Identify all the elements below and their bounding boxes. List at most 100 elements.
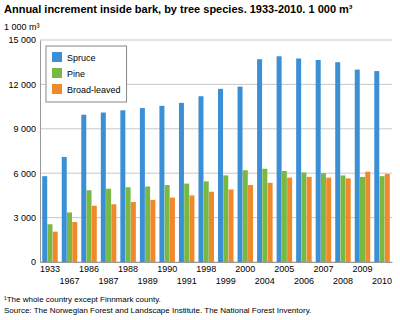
y-tick-label: 3 000	[13, 213, 36, 223]
x-axis-line	[41, 262, 393, 263]
x-tick-label: 2008	[333, 276, 353, 286]
bars	[42, 56, 390, 262]
bar	[42, 176, 47, 262]
bar	[204, 181, 209, 262]
footnote: ¹The whole country except Finnmark count…	[4, 295, 161, 304]
bar	[111, 204, 116, 262]
bar	[268, 183, 273, 262]
y-tick: 3 000	[13, 213, 40, 223]
bar	[316, 60, 321, 262]
legend-box	[46, 46, 127, 102]
bar	[335, 62, 340, 262]
bar	[145, 187, 150, 262]
bar	[287, 178, 292, 262]
y-tick-label: 0	[31, 257, 36, 267]
y-axis: 0 3 000 6 000 9 000 12 000 15 000	[8, 35, 40, 267]
legend-swatch	[52, 68, 62, 78]
x-tick: 1998	[196, 262, 216, 274]
bar	[92, 206, 97, 262]
x-tick-label: 2010	[372, 276, 392, 286]
bar	[179, 103, 184, 262]
x-tick: 2006	[294, 262, 314, 286]
footnote: Source: The Norwegian Forest and Landsca…	[4, 306, 311, 315]
bar	[159, 106, 164, 262]
y-tick-label: 15 000	[8, 35, 36, 45]
bar	[87, 190, 92, 262]
x-tick: 1991	[177, 262, 197, 286]
bar	[223, 175, 228, 262]
x-tick-label: 1990	[157, 264, 177, 274]
bar	[170, 198, 175, 262]
x-tick-label: 1967	[59, 276, 79, 286]
x-tick-label: 2009	[352, 264, 372, 274]
bar	[106, 189, 111, 262]
legend-label: Broad-leaved	[67, 85, 121, 95]
chart: Annual increment inside bark, by tree sp…	[0, 0, 400, 320]
x-tick-label: 2000	[235, 264, 255, 274]
x-tick: 1967	[59, 262, 79, 286]
x-tick: 1987	[99, 262, 119, 286]
bar	[238, 87, 243, 262]
bar	[321, 173, 326, 262]
x-axis: 1933196719861987198819891990199119981999…	[40, 262, 393, 286]
bar	[209, 192, 214, 262]
y-tick: 6 000	[13, 169, 40, 179]
x-tick: 2009	[352, 262, 372, 274]
x-tick: 1986	[79, 262, 99, 274]
x-tick: 1990	[157, 262, 177, 274]
bar	[184, 184, 189, 262]
bar	[229, 189, 234, 262]
x-tick: 2008	[333, 262, 353, 286]
plot: 0 3 000 6 000 9 000 12 000 15 000 1933 19671986…	[8, 35, 392, 286]
bar	[140, 108, 145, 262]
title: Annual increment inside bark, by tree sp…	[4, 3, 353, 15]
x-tick-label: 2007	[313, 264, 333, 274]
x-tick-label: 1987	[99, 276, 119, 286]
bar	[189, 195, 194, 262]
y-axis-line	[40, 41, 41, 263]
x-tick-label: 1986	[79, 264, 99, 274]
x-tick: 1988	[118, 262, 138, 274]
bar	[67, 212, 72, 262]
x-tick-label: 1933	[40, 264, 60, 274]
bar	[257, 59, 262, 262]
bar	[47, 224, 52, 262]
x-tick: 2005	[274, 262, 294, 274]
bar	[72, 222, 77, 262]
x-tick: 2010	[372, 262, 392, 286]
x-tick: 2007	[313, 262, 333, 274]
x-tick: 1933	[40, 262, 60, 274]
x-tick-label: 1998	[196, 264, 216, 274]
bar	[326, 178, 331, 262]
legend-swatch	[52, 52, 62, 62]
bar	[218, 89, 223, 262]
bar	[81, 115, 86, 262]
y-tick-label: 9 000	[13, 124, 36, 134]
bar	[385, 174, 390, 262]
grid-line	[40, 40, 392, 41]
bar	[374, 71, 379, 262]
y-tick-label: 6 000	[13, 169, 36, 179]
legend-swatch	[52, 84, 62, 94]
y-tick: 12 000	[8, 80, 40, 90]
bar	[301, 172, 306, 262]
y-axis-label: 1 000 m³	[4, 22, 40, 32]
bar	[365, 172, 370, 262]
bar	[380, 176, 385, 262]
bar	[248, 185, 253, 262]
x-tick: 1989	[138, 262, 158, 286]
bar	[131, 202, 136, 262]
x-tick: 2000	[235, 262, 255, 274]
bar	[120, 110, 125, 262]
x-tick-label: 2006	[294, 276, 314, 286]
y-tick: 9 000	[13, 124, 40, 134]
legend-label: Spruce	[67, 53, 96, 63]
series	[53, 172, 390, 262]
bar	[150, 200, 155, 262]
bar	[53, 232, 58, 262]
x-tick-label: 2005	[274, 264, 294, 274]
legend: SprucePineBroad-leaved	[46, 46, 127, 102]
x-tick-label: 2004	[255, 276, 275, 286]
bar	[296, 59, 301, 263]
bar	[340, 175, 345, 262]
